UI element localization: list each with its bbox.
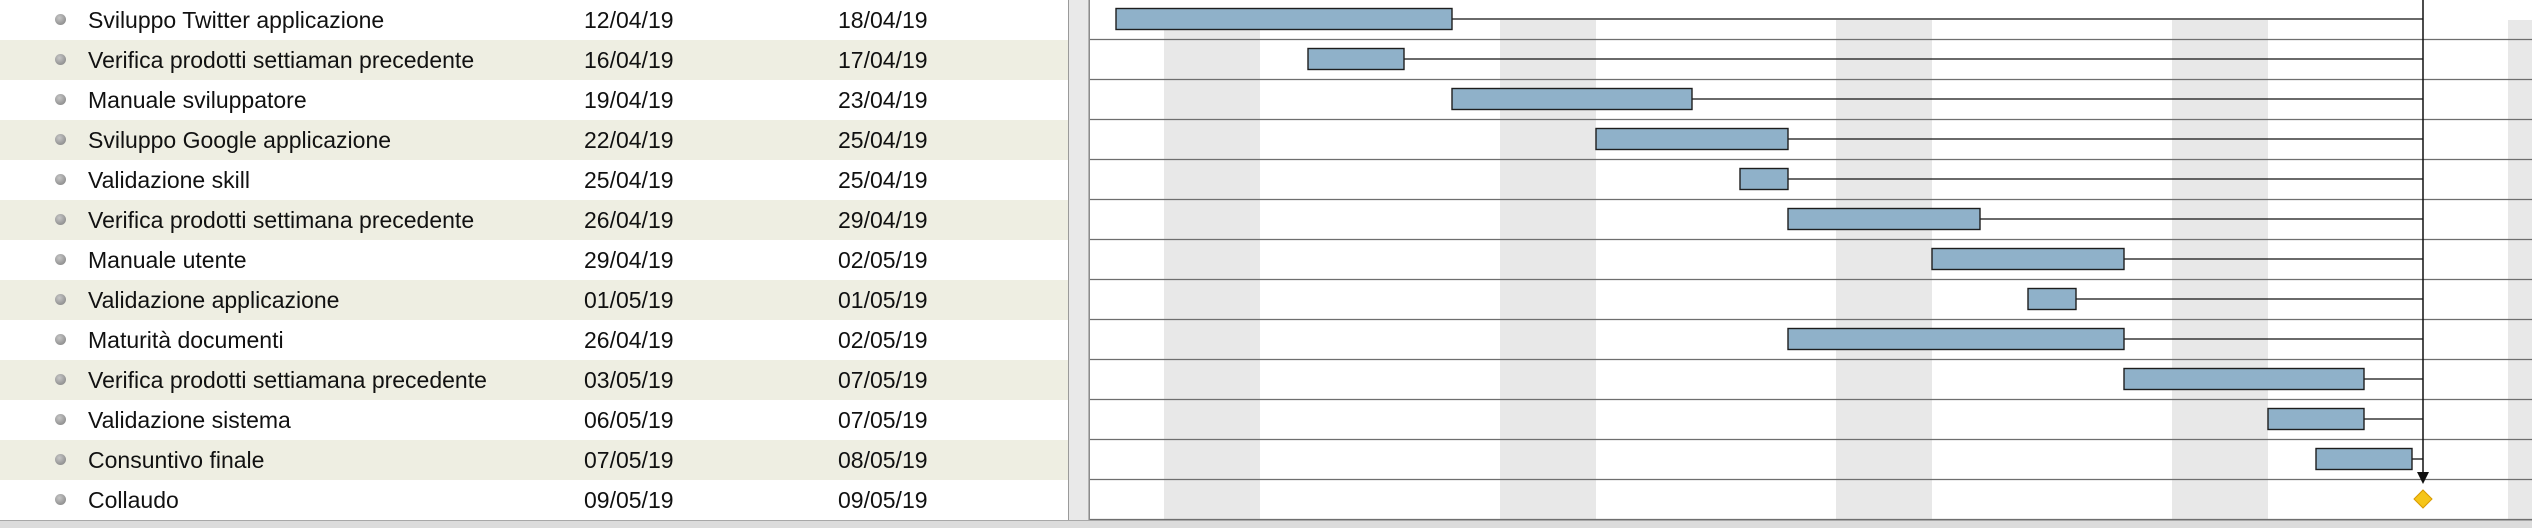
task-bullet-icon [55,494,66,505]
task-end-date: 09/05/19 [838,487,928,513]
task-bar [1595,127,1789,151]
task-bar [1787,327,2125,351]
task-bar [1451,87,1693,111]
task-start-date: 26/04/19 [584,327,674,353]
task-name: Verifica prodotti settiamana precedente [88,367,487,393]
task-start-date: 19/04/19 [584,87,674,113]
task-bar [2315,447,2413,471]
task-name: Verifica prodotti settimana precedente [88,207,475,233]
task-end-date: 18/04/19 [838,7,928,33]
task-row[interactable]: Verifica prodotti settiaman precedente 16… [0,40,1068,80]
task-end-date: 08/05/19 [838,447,928,473]
task-bullet-icon [55,134,66,145]
task-end-date: 02/05/19 [838,247,928,273]
task-row[interactable]: Maturità documenti 26/04/19 02/05/19 [0,320,1068,360]
task-bullet-icon [55,14,66,25]
task-bullet-icon [55,214,66,225]
task-start-date: 01/05/19 [584,287,674,313]
task-bullet-icon [55,294,66,305]
task-bar [2027,287,2077,311]
task-end-date: 29/04/19 [838,207,928,233]
task-row[interactable]: Validazione sistema 06/05/19 07/05/19 [0,400,1068,440]
task-name: Sviluppo Google applicazione [88,127,392,153]
task-row[interactable]: Consuntivo finale 07/05/19 08/05/19 [0,440,1068,480]
task-table: Sviluppo Twitter applicazione 12/04/19 18/… [0,0,1068,520]
task-end-date: 23/04/19 [838,87,928,113]
task-bullet-icon [55,174,66,185]
task-bar [1115,7,1453,31]
task-row[interactable]: Manuale sviluppatore 19/04/19 23/04/19 [0,80,1068,120]
task-bullet-icon [55,374,66,385]
task-bullet-icon [55,334,66,345]
task-start-date: 29/04/19 [584,247,674,273]
task-bullet-icon [55,414,66,425]
milestone-marker [2413,489,2433,509]
task-row[interactable]: Collaudo 09/05/19 09/05/19 [0,480,1068,520]
task-end-date: 07/05/19 [838,367,928,393]
gantt-chart [1089,0,2532,520]
task-bar [1739,167,1789,191]
task-end-date: 25/04/19 [838,127,928,153]
task-bar [1787,207,1981,231]
task-bar [1931,247,2125,271]
task-name: Consuntivo finale [88,447,265,473]
weekend-band [1212,20,1260,520]
task-bar [2267,407,2365,431]
task-name: Verifica prodotti settiaman precedente [88,47,475,73]
task-end-date: 25/04/19 [838,167,928,193]
task-end-date: 17/04/19 [838,47,928,73]
weekend-band [2508,20,2532,520]
task-name: Validazione sistema [88,407,291,433]
task-start-date: 03/05/19 [584,367,674,393]
task-bullet-icon [55,454,66,465]
weekend-band [1836,20,1884,520]
task-start-date: 25/04/19 [584,167,674,193]
task-bullet-icon [55,254,66,265]
task-end-date: 02/05/19 [838,327,928,353]
task-row[interactable]: Sviluppo Google applicazione 22/04/19 25/0… [0,120,1068,160]
task-bullet-icon [55,54,66,65]
task-row[interactable]: Verifica prodotti settiamana precedente 0… [0,360,1068,400]
task-name: Sviluppo Twitter applicazione [88,7,385,33]
task-name: Maturità documenti [88,327,284,353]
task-start-date: 07/05/19 [584,447,674,473]
dependency-arrowhead [2417,472,2429,484]
task-start-date: 22/04/19 [584,127,674,153]
task-start-date: 09/05/19 [584,487,674,513]
task-start-date: 16/04/19 [584,47,674,73]
task-row[interactable]: Validazione skill 25/04/19 25/04/19 [0,160,1068,200]
task-start-date: 06/05/19 [584,407,674,433]
task-name: Validazione applicazione [88,287,340,313]
task-name: Manuale utente [88,247,247,273]
task-bar [1307,47,1405,71]
task-end-date: 01/05/19 [838,287,928,313]
task-name: Manuale sviluppatore [88,87,307,113]
weekend-band [2172,20,2220,520]
task-row[interactable]: Verifica prodotti settimana precedente 26… [0,200,1068,240]
pane-splitter[interactable] [1068,0,1089,528]
task-start-date: 26/04/19 [584,207,674,233]
task-row[interactable]: Manuale utente 29/04/19 02/05/19 [0,240,1068,280]
task-row[interactable]: Validazione applicazione 01/05/19 01/05/19 [0,280,1068,320]
task-bullet-icon [55,94,66,105]
gantt-canvas [1090,0,2532,520]
task-name: Validazione skill [88,167,250,193]
weekend-band [1884,20,1932,520]
bottom-edge [0,520,2532,528]
task-start-date: 12/04/19 [584,7,674,33]
task-bar [2123,367,2365,391]
weekend-band [2220,20,2268,520]
weekend-band [1164,20,1212,520]
task-name: Collaudo [88,487,179,513]
task-row[interactable]: Sviluppo Twitter applicazione 12/04/19 18/… [0,0,1068,40]
task-end-date: 07/05/19 [838,407,928,433]
